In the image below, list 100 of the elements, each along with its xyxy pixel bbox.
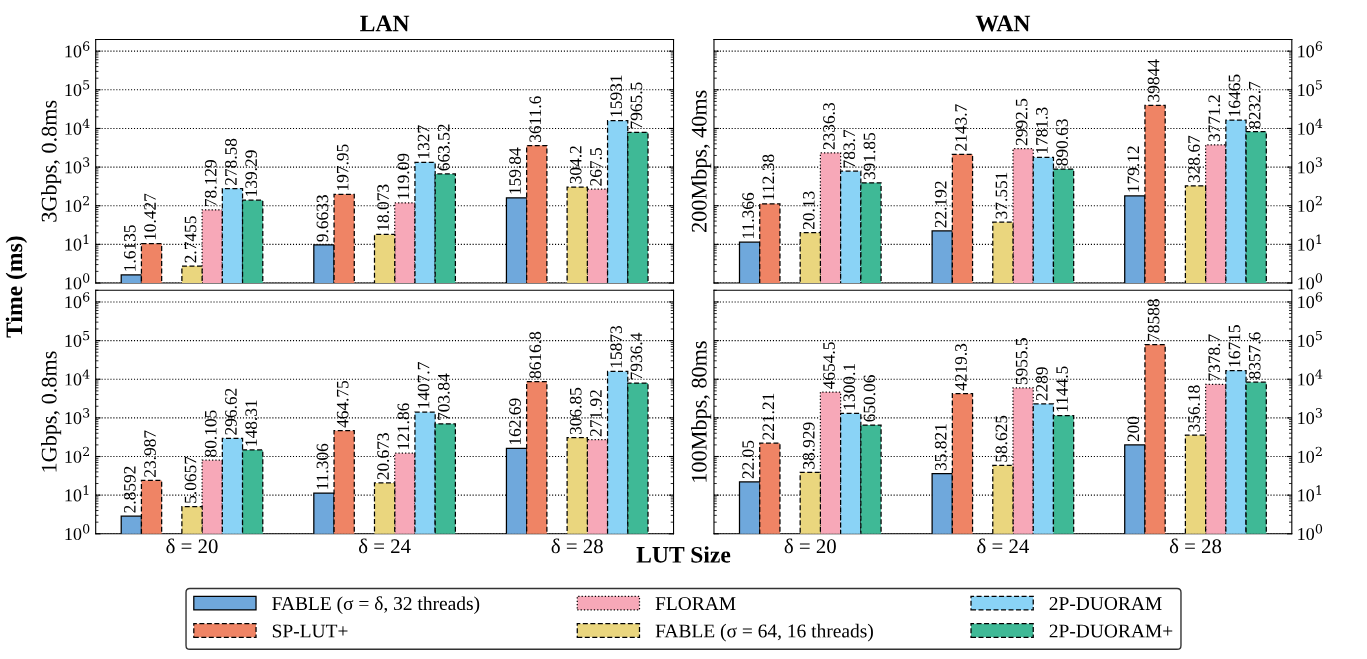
y-tick-label: 10$^{1}$: [65, 234, 89, 251]
y-tick-label: 10$^{3}$: [65, 408, 90, 425]
y-tick-label: 10$^{1}$: [65, 485, 89, 502]
legend-label: 2P-DUORAM+: [1049, 624, 1173, 638]
y-tick-label: 10$^{6}$: [65, 292, 90, 309]
data-label: 159.84: [509, 147, 521, 194]
data-label: 8232.7: [1248, 81, 1261, 129]
y-tick-label: 10$^{4}$: [1298, 118, 1323, 135]
y-tick-label: 10$^{2}$: [65, 446, 89, 463]
y-tick-label: 10$^{1}$: [1298, 234, 1322, 251]
data-label: 139.29: [245, 150, 258, 196]
y-tick-label: 10$^{0}$: [65, 523, 90, 541]
data-label: 1327: [417, 125, 430, 159]
data-label: 2992.5: [1015, 98, 1028, 146]
data-label: 22.192: [934, 181, 947, 228]
data-label: 4654.5: [823, 342, 835, 389]
y-tick-label: 10$^{5}$: [65, 80, 90, 97]
data-label: 221.21: [762, 393, 775, 440]
y-tick-label: 10$^{4}$: [65, 118, 90, 135]
data-label: 112.38: [762, 154, 775, 200]
y-tick-label: 10$^{5}$: [1298, 330, 1322, 347]
data-label: 80.105: [204, 410, 217, 457]
data-label: 464.75: [336, 380, 349, 428]
data-label: 2289: [1035, 367, 1048, 401]
data-label: 2143.7: [955, 104, 967, 151]
data-label: 296.62: [225, 388, 237, 435]
y-tick-label: 10$^{3}$: [1298, 408, 1322, 425]
y-tick-label: 10$^{5}$: [1298, 80, 1322, 97]
y-tick-label: 10$^{3}$: [1298, 157, 1322, 174]
legend-label: SP-LUT+: [272, 624, 348, 638]
data-label: 890.63: [1056, 119, 1068, 166]
y-axis-title: 200Mbps, 40ms: [691, 90, 712, 232]
data-label: 278.58: [225, 138, 237, 185]
data-label: 267.5: [590, 148, 602, 186]
data-label: 1.6135: [124, 225, 136, 271]
data-label: 304.2: [569, 146, 582, 184]
data-label: 306.85: [569, 387, 582, 435]
y-tick-label: 10$^{6}$: [65, 41, 90, 58]
x-tick-label: δ = 20: [166, 538, 218, 554]
data-label: 783.7: [843, 129, 856, 168]
data-label: 2.7455: [184, 216, 197, 263]
text: LUT Size: [636, 546, 731, 563]
data-label: 7965.5: [630, 82, 643, 129]
data-label: 35.821: [934, 424, 947, 471]
y-tick-label: 10$^{6}$: [1298, 41, 1323, 58]
x-tick-label: δ = 20: [784, 538, 836, 554]
data-label: 200: [1127, 416, 1140, 442]
data-label: 179.12: [1127, 146, 1140, 192]
data-label: 58.625: [995, 415, 1008, 462]
x-tick-label: δ = 24: [977, 538, 1029, 554]
data-label: 15873: [610, 325, 623, 368]
data-label: 148.31: [245, 400, 258, 446]
y-tick-label: 10$^{3}$: [65, 157, 90, 174]
data-label: 703.84: [437, 373, 450, 420]
legend-label: 2P-DUORAM: [1049, 597, 1162, 611]
data-label: 8357.6: [1248, 332, 1261, 379]
data-label: 15931: [610, 75, 623, 117]
data-label: 271.92: [590, 390, 602, 437]
data-label: 328.67: [1188, 135, 1200, 183]
data-label: 197.95: [336, 144, 349, 190]
y-tick-label: 10$^{2}$: [65, 195, 89, 213]
data-label: 78.129: [204, 160, 217, 206]
data-label: 20.673: [377, 433, 390, 480]
y-tick-label: 10$^{1}$: [1298, 485, 1322, 502]
y-tick-label: 10$^{4}$: [65, 369, 90, 386]
text: Time (ms): [5, 236, 28, 338]
chart-title: WAN: [975, 15, 1031, 32]
legend-label: FABLE (σ = δ, 32 threads): [272, 596, 480, 615]
data-label: 4219.3: [955, 343, 967, 391]
y-tick-label: 10$^{0}$: [65, 273, 90, 290]
data-label: 391.85: [863, 132, 876, 180]
data-label: 5.0657: [184, 456, 197, 503]
data-label: 16715: [1228, 325, 1241, 367]
data-label: 119.09: [397, 153, 410, 199]
data-label: 1781.3: [1035, 107, 1048, 154]
data-label: 5955.5: [1015, 338, 1028, 385]
data-label: 10.427: [144, 193, 156, 240]
data-label: 78588: [1147, 299, 1160, 341]
y-tick-label: 10$^{2}$: [1298, 446, 1322, 463]
data-label: 7936.4: [630, 332, 643, 380]
data-label: 3611.6: [529, 96, 542, 142]
y-tick-label: 10$^{2}$: [1298, 195, 1322, 213]
y-tick-label: 10$^{5}$: [65, 330, 90, 347]
data-label: 16465: [1228, 74, 1241, 116]
legend-label: FABLE (σ = 64, 16 threads): [655, 623, 873, 642]
y-tick-label: 10$^{6}$: [1298, 292, 1323, 309]
y-tick-label: 10$^{0}$: [1298, 523, 1323, 541]
data-label: 20.13: [802, 191, 815, 230]
data-label: 1300.1: [843, 363, 856, 410]
legend-label: FLORAM: [655, 597, 736, 611]
data-label: 1407.7: [417, 362, 430, 408]
data-label: 9.6633: [316, 195, 329, 242]
x-tick-label: δ = 28: [551, 538, 603, 554]
x-tick-label: δ = 28: [1169, 538, 1222, 554]
data-label: 2.8592: [123, 466, 136, 513]
chart-title: LAN: [360, 15, 410, 32]
data-label: 121.86: [397, 403, 410, 449]
y-axis-title: 3Gbps, 0.8ms: [41, 100, 62, 222]
data-label: 11.366: [742, 192, 755, 238]
data-label: 37.551: [995, 172, 1008, 219]
